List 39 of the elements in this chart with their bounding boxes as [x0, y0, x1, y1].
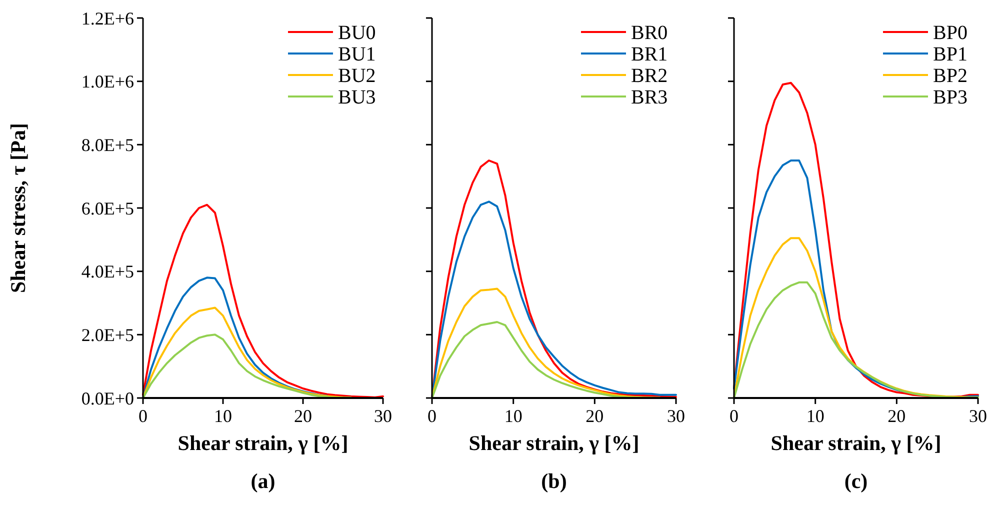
x-tick-label: 20: [294, 406, 312, 426]
legend-label: BR3: [631, 86, 668, 108]
text: (b): [541, 469, 567, 493]
legend-label: BP3: [933, 86, 968, 108]
x-tick-label: 0: [428, 406, 436, 426]
x-tick-label: 0: [138, 406, 148, 426]
y-tick-label: 1.0E+6: [81, 72, 134, 92]
x-axis-title: Shear strain, γ [%]: [178, 431, 348, 455]
y-tick-label: 4.0E+5: [81, 262, 134, 282]
text: (c): [844, 469, 868, 493]
legend-label: BU1: [338, 44, 376, 66]
text: (a): [250, 469, 276, 493]
y-axis-title: Shear stress, τ [Pa]: [6, 123, 30, 293]
x-tick-label: 10: [806, 406, 824, 426]
y-tick-label: 1.2E+6: [81, 8, 134, 28]
legend-label: BR1: [631, 44, 668, 66]
y-tick-label: 2.0E+5: [81, 324, 134, 345]
x-tick-label: 30: [969, 406, 987, 426]
legend-label: BR2: [631, 65, 668, 87]
legend-label: BP0: [933, 22, 968, 44]
legend-label: BU2: [338, 65, 376, 87]
x-tick-label: 30: [667, 406, 685, 426]
legend-label: BU0: [338, 22, 376, 44]
x-tick-label: 20: [586, 406, 604, 426]
x-tick-label: 10: [504, 406, 522, 426]
y-tick-label: 6.0E+5: [81, 198, 134, 218]
y-tick-label: 8.0E+5: [81, 134, 134, 155]
y-tick-label: 0.0E+0: [81, 388, 134, 408]
x-tick-label: 10: [214, 406, 232, 426]
x-axis-title: Shear strain, γ [%]: [468, 431, 640, 455]
legend-label: BP2: [933, 65, 968, 87]
x-axis-title: Shear strain, γ [%]: [770, 431, 942, 455]
x-tick-label: 0: [730, 406, 738, 426]
x-tick-label: 30: [374, 406, 392, 426]
legend-label: BP1: [933, 44, 968, 66]
line-series: [142, 334, 352, 399]
legend-label: BR0: [631, 22, 668, 44]
x-tick-label: 20: [888, 406, 906, 426]
legend-label: BU3: [338, 86, 376, 108]
